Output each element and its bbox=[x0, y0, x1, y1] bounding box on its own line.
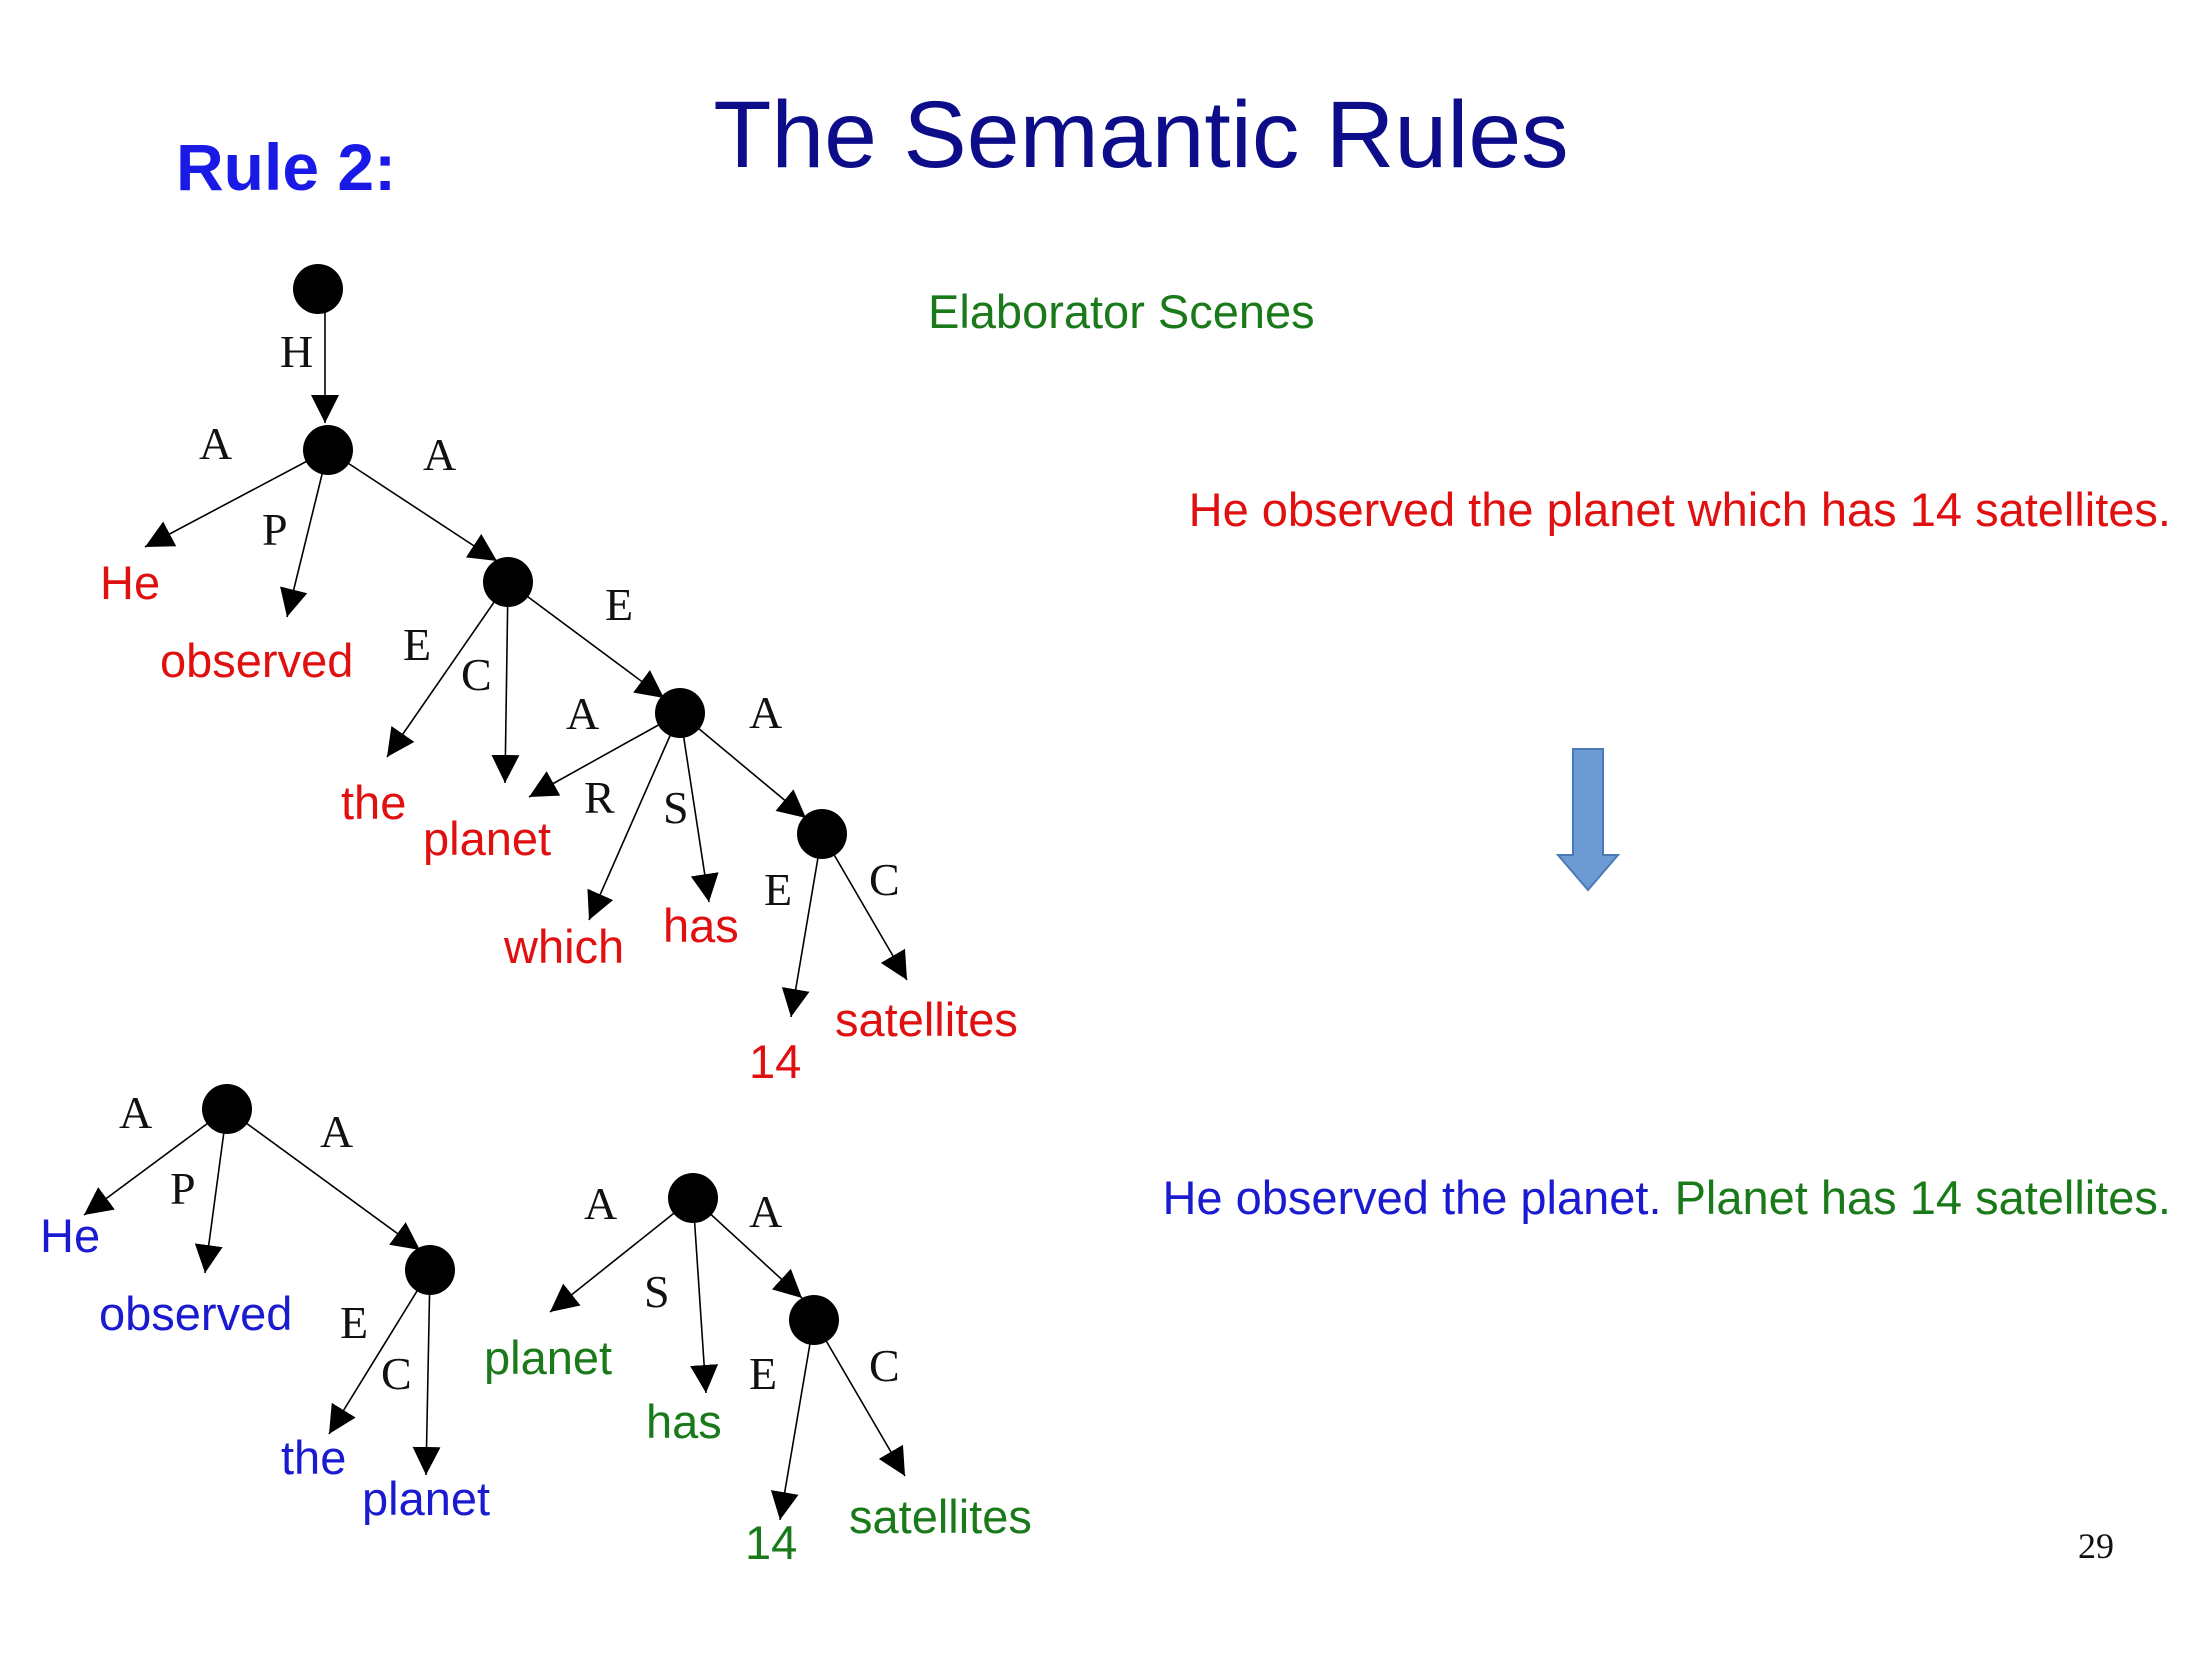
edge-label: C bbox=[869, 1340, 900, 1391]
edge-label: E bbox=[605, 579, 633, 630]
word: the bbox=[341, 776, 406, 829]
edge-s-has bbox=[690, 1197, 719, 1394]
edge-label: R bbox=[584, 772, 615, 823]
edge-e-the bbox=[386, 581, 509, 758]
word: which bbox=[503, 920, 624, 973]
edge-label: A bbox=[584, 1178, 617, 1229]
sentence-after-part2: Planet has 14 satellites. bbox=[1674, 1171, 2171, 1224]
tree-top-nodes bbox=[293, 264, 847, 859]
edge-a-node2 bbox=[327, 449, 498, 562]
sentence-after-part1: He observed the planet. bbox=[1162, 1171, 1662, 1224]
edge-e-14 bbox=[781, 833, 823, 1018]
edge-label: C bbox=[381, 1348, 412, 1399]
node-root bbox=[668, 1173, 718, 1223]
word: planet bbox=[423, 812, 551, 865]
edge-a-node bbox=[226, 1108, 421, 1251]
subtitle-elaborator-scenes: Elaborator Scenes bbox=[928, 285, 1315, 338]
edge-label: E bbox=[403, 619, 431, 670]
edge-label: A bbox=[566, 688, 599, 739]
edge-r-which bbox=[587, 712, 681, 921]
edge-label: E bbox=[749, 1348, 777, 1399]
edge-e-14 bbox=[770, 1319, 815, 1521]
node-root bbox=[293, 264, 343, 314]
node-1 bbox=[789, 1295, 839, 1345]
word: 14 bbox=[749, 1035, 801, 1088]
node-1 bbox=[303, 425, 353, 475]
edge-label: H bbox=[280, 326, 313, 377]
edge-label: P bbox=[262, 504, 288, 555]
edge-p-observed bbox=[280, 449, 329, 618]
word: planet bbox=[484, 1331, 612, 1384]
slide-title: The Semantic Rules bbox=[713, 82, 1569, 188]
edge-label: P bbox=[170, 1163, 196, 1214]
edge-s-has bbox=[679, 712, 719, 903]
edge-c-satellites bbox=[821, 833, 908, 981]
edge-a-he bbox=[144, 449, 329, 548]
sentence-before: He observed the planet which has 14 sate… bbox=[1188, 483, 2171, 536]
edge-label: C bbox=[869, 854, 900, 905]
node-2 bbox=[483, 557, 533, 607]
word: the bbox=[281, 1431, 346, 1484]
tree-bottom-left-words: He observed the planet bbox=[40, 1209, 490, 1525]
node-3 bbox=[655, 688, 705, 738]
tree-bottom-right-edge-labels: A A S E C bbox=[584, 1178, 900, 1399]
edge-c-planet bbox=[491, 581, 520, 784]
edge-label: S bbox=[663, 782, 689, 833]
edge-label: A bbox=[199, 418, 232, 469]
edge-e-the bbox=[328, 1269, 431, 1435]
edge-label: A bbox=[320, 1106, 353, 1157]
word: observed bbox=[160, 634, 353, 687]
tree-top bbox=[144, 289, 908, 1018]
edge-a-planet bbox=[549, 1197, 694, 1313]
edge-c-satellites bbox=[813, 1319, 906, 1477]
node-root bbox=[202, 1084, 252, 1134]
edge-label: C bbox=[461, 649, 492, 700]
edge-label: A bbox=[749, 687, 782, 738]
edge-label: E bbox=[340, 1297, 368, 1348]
node-4 bbox=[797, 809, 847, 859]
edge-label: S bbox=[644, 1266, 670, 1317]
tree-bottom-left bbox=[83, 1108, 441, 1476]
edge-label: E bbox=[764, 864, 792, 915]
edge-c-planet bbox=[412, 1269, 441, 1476]
edge-a-planet bbox=[528, 712, 681, 798]
word: satellites bbox=[849, 1490, 1032, 1543]
tree-top-edge-labels: H A A P E E C A A R S E C bbox=[199, 326, 900, 915]
word: He bbox=[40, 1209, 100, 1262]
word: planet bbox=[362, 1472, 490, 1525]
node-1 bbox=[405, 1245, 455, 1295]
page-number: 29 bbox=[2078, 1526, 2114, 1566]
tree-top-words: He observed the planet which has 14 sate… bbox=[100, 556, 1018, 1088]
sentence-after: He observed the planet. Planet has 14 sa… bbox=[1162, 1174, 2171, 1221]
tree-bottom-right-nodes bbox=[668, 1173, 839, 1345]
edge-label: A bbox=[749, 1186, 782, 1237]
edge-label: A bbox=[423, 429, 456, 480]
tree-bottom-left-nodes bbox=[202, 1084, 455, 1295]
word: He bbox=[100, 556, 160, 609]
word: has bbox=[646, 1395, 722, 1448]
word: 14 bbox=[745, 1516, 797, 1569]
edge-label: A bbox=[119, 1087, 152, 1138]
tree-bottom-left-edge-labels: A A P E C bbox=[119, 1087, 412, 1399]
down-arrow-icon bbox=[1555, 748, 1621, 892]
rule-label: Rule 2: bbox=[176, 130, 397, 204]
edge-p-observed bbox=[194, 1108, 228, 1274]
word: satellites bbox=[835, 993, 1018, 1046]
word: has bbox=[663, 899, 739, 952]
edge-e-node3 bbox=[507, 581, 665, 699]
tree-bottom-right-words: planet has 14 satellites bbox=[484, 1331, 1032, 1569]
edge-a-node4 bbox=[679, 712, 807, 819]
word: observed bbox=[99, 1287, 292, 1340]
edge-a-he bbox=[83, 1108, 228, 1216]
